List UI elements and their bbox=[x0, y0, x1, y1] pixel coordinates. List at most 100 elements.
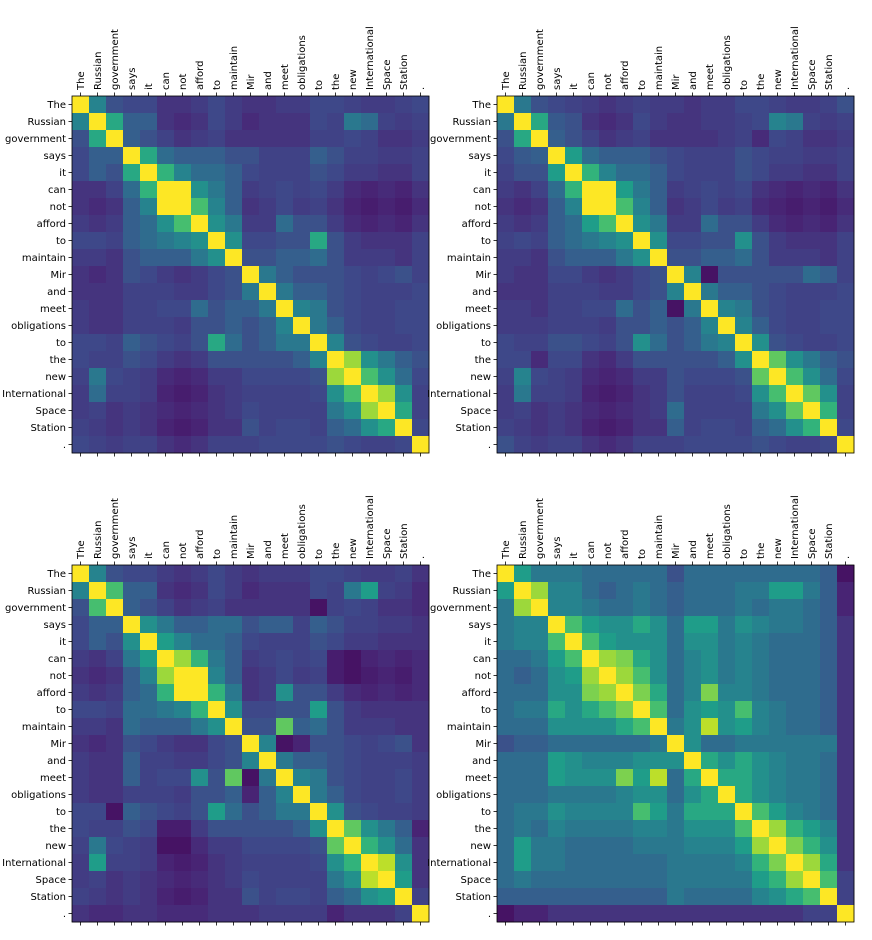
heatmap-cell bbox=[395, 402, 413, 420]
heatmap-cell bbox=[582, 582, 600, 600]
heatmap-cell bbox=[378, 215, 396, 233]
heatmap-cell bbox=[191, 565, 209, 583]
heatmap-cell bbox=[514, 368, 532, 386]
heatmap-cell bbox=[412, 96, 430, 114]
heatmap-cell bbox=[514, 786, 532, 804]
heatmap-cell bbox=[140, 701, 158, 719]
heatmap-cell bbox=[735, 436, 753, 454]
heatmap-cell bbox=[582, 599, 600, 617]
heatmap-cell bbox=[140, 385, 158, 403]
heatmap-cell bbox=[242, 565, 260, 583]
heatmap-cell bbox=[225, 701, 243, 719]
heatmap-cell bbox=[684, 752, 702, 770]
heatmap-cell bbox=[242, 752, 260, 770]
y-tick-label: new bbox=[45, 372, 66, 383]
heatmap-cell bbox=[191, 385, 209, 403]
heatmap-cell bbox=[259, 385, 277, 403]
heatmap-cell bbox=[718, 718, 736, 736]
heatmap-cell bbox=[599, 633, 617, 651]
heatmap-cell bbox=[412, 147, 430, 165]
heatmap-cell bbox=[650, 334, 668, 352]
heatmap-cell bbox=[684, 419, 702, 437]
heatmap-cell bbox=[123, 905, 141, 923]
heatmap-cell bbox=[514, 96, 532, 114]
heatmap-cell bbox=[752, 667, 770, 685]
y-tick-label: can bbox=[48, 654, 66, 665]
heatmap-cell bbox=[633, 130, 651, 148]
heatmap-cell bbox=[378, 888, 396, 906]
heatmap-cell bbox=[582, 735, 600, 753]
heatmap-cell bbox=[837, 854, 855, 872]
heatmap-cell bbox=[633, 684, 651, 702]
heatmap-cell bbox=[633, 164, 651, 182]
heatmap-cell bbox=[259, 786, 277, 804]
heatmap-cell bbox=[140, 317, 158, 335]
heatmap-cell bbox=[327, 820, 345, 838]
heatmap-cell bbox=[259, 769, 277, 787]
heatmap-cell bbox=[140, 334, 158, 352]
x-tick-label: it bbox=[144, 552, 155, 559]
heatmap-cell bbox=[395, 317, 413, 335]
heatmap-cell bbox=[157, 113, 175, 131]
heatmap-cell bbox=[820, 402, 838, 420]
heatmap-cell bbox=[89, 701, 107, 719]
heatmap-cell bbox=[378, 368, 396, 386]
heatmap-cell bbox=[752, 113, 770, 131]
heatmap-cell bbox=[361, 616, 379, 634]
heatmap-cell bbox=[667, 905, 685, 923]
y-tick-label: The bbox=[46, 100, 66, 111]
heatmap-cell bbox=[531, 436, 549, 454]
heatmap-cell bbox=[259, 351, 277, 369]
heatmap-cell bbox=[599, 803, 617, 821]
heatmap-cell bbox=[582, 803, 600, 821]
heatmap-cell bbox=[837, 684, 855, 702]
heatmap-cell bbox=[684, 300, 702, 318]
heatmap-cell bbox=[616, 419, 634, 437]
heatmap-cell bbox=[497, 837, 515, 855]
heatmap-cell bbox=[344, 905, 362, 923]
heatmap-cell bbox=[497, 147, 515, 165]
heatmap-cell bbox=[497, 300, 515, 318]
heatmap-cell bbox=[123, 164, 141, 182]
heatmap-cell bbox=[633, 249, 651, 267]
heatmap-cell bbox=[106, 565, 124, 583]
heatmap-cell bbox=[378, 820, 396, 838]
heatmap-cell bbox=[616, 888, 634, 906]
y-tick-label: Space bbox=[36, 406, 66, 417]
heatmap-cell bbox=[361, 820, 379, 838]
heatmap-cell bbox=[497, 334, 515, 352]
heatmap-cell bbox=[548, 402, 566, 420]
heatmap-cell bbox=[497, 582, 515, 600]
heatmap-cell bbox=[123, 752, 141, 770]
heatmap-cell bbox=[344, 786, 362, 804]
x-tick-label: to bbox=[637, 80, 648, 90]
heatmap-cell bbox=[786, 402, 804, 420]
heatmap-cell bbox=[395, 436, 413, 454]
y-tick-label: The bbox=[46, 569, 66, 580]
heatmap-cell bbox=[106, 718, 124, 736]
heatmap-cell bbox=[327, 130, 345, 148]
heatmap-cell bbox=[293, 232, 311, 250]
heatmap-cell bbox=[157, 96, 175, 114]
x-tick-label: government bbox=[535, 29, 546, 90]
heatmap-cell bbox=[752, 582, 770, 600]
heatmap-cell bbox=[582, 266, 600, 284]
heatmap-cell bbox=[531, 402, 549, 420]
heatmap-cell bbox=[786, 436, 804, 454]
heatmap-cell bbox=[344, 837, 362, 855]
heatmap-cell bbox=[752, 769, 770, 787]
heatmap-cell bbox=[497, 130, 515, 148]
heatmap-cell bbox=[412, 215, 430, 233]
heatmap-cell bbox=[412, 701, 430, 719]
heatmap-cell bbox=[667, 769, 685, 787]
heatmap-cell bbox=[327, 164, 345, 182]
heatmap-cell bbox=[701, 582, 719, 600]
heatmap-cell bbox=[242, 215, 260, 233]
heatmap-cell bbox=[361, 905, 379, 923]
heatmap-cell bbox=[599, 113, 617, 131]
heatmap-cell bbox=[395, 283, 413, 301]
heatmap-cell bbox=[633, 368, 651, 386]
heatmap-cell bbox=[616, 283, 634, 301]
heatmap-cell bbox=[565, 283, 583, 301]
y-tick-label: meet bbox=[40, 304, 66, 315]
